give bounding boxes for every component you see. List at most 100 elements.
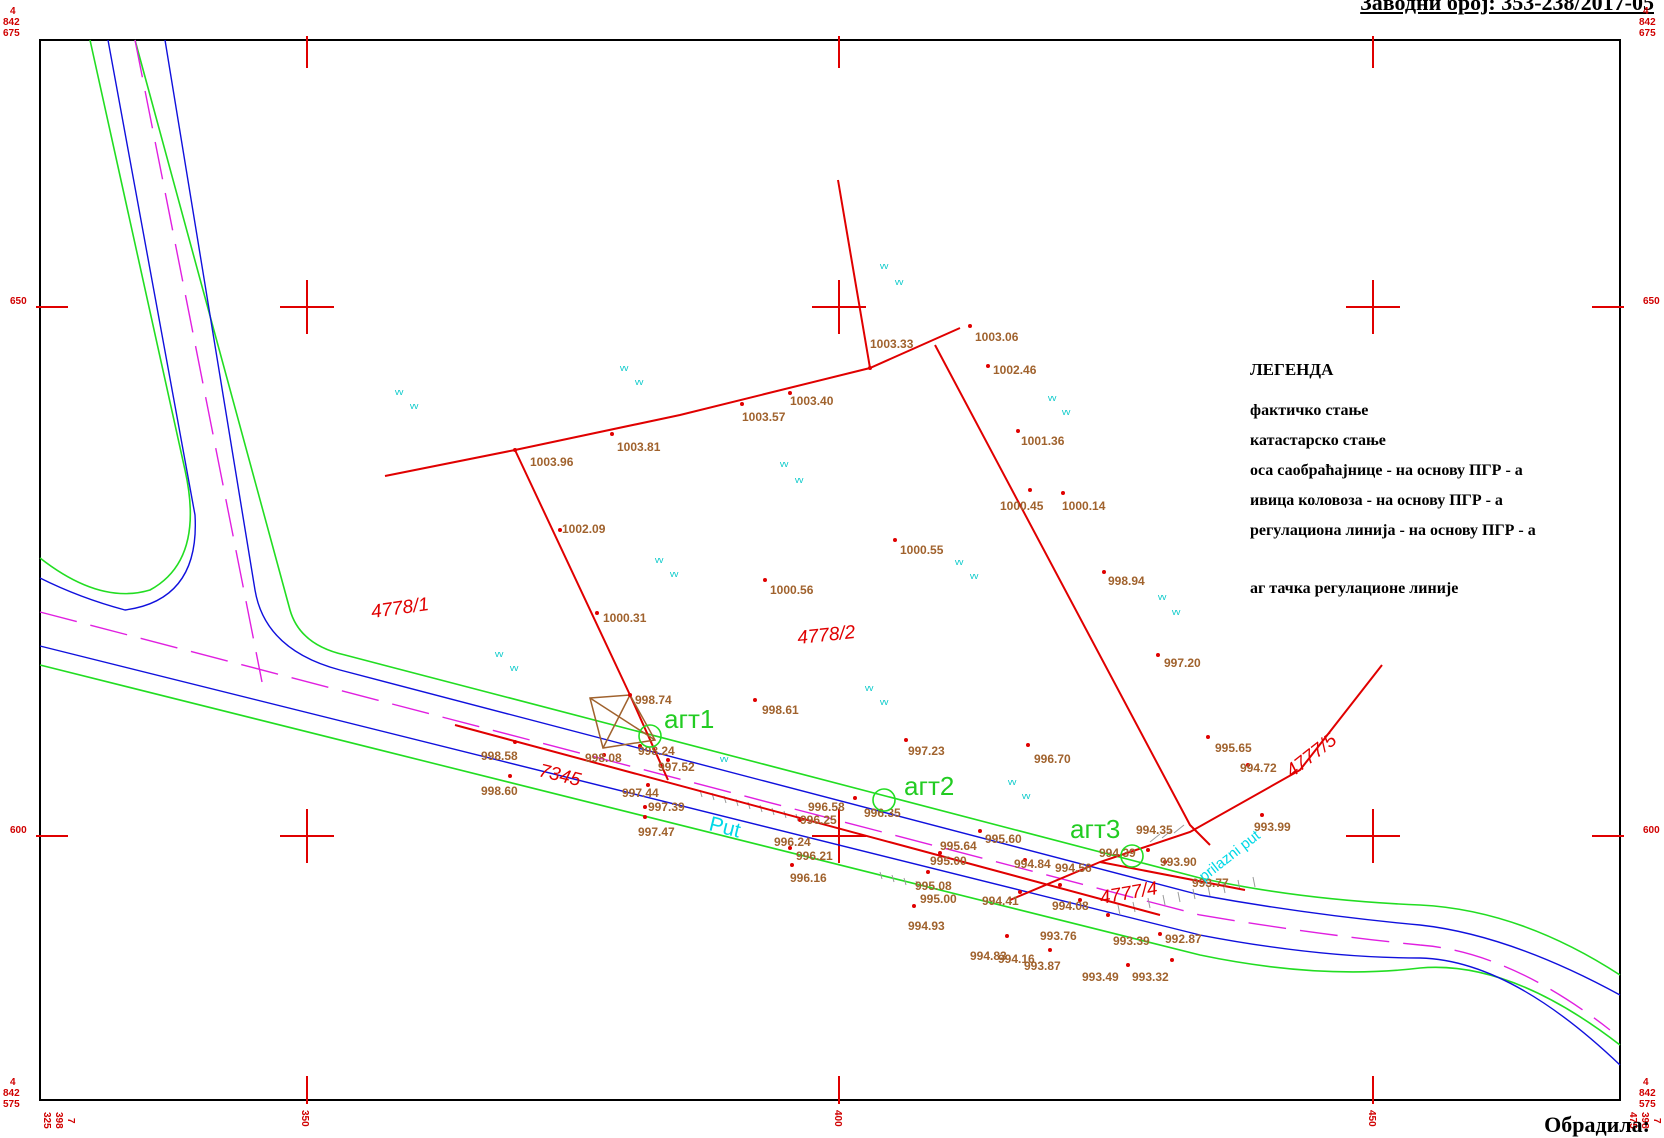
elevation-label: 1003.33 xyxy=(870,337,914,351)
elevation-label: 994.08 xyxy=(1052,899,1089,913)
elevation-labels: 1003.96 1003.81 1003.57 1003.40 1003.33 … xyxy=(481,330,1291,984)
elevation-label: 1001.36 xyxy=(1021,434,1065,448)
carriageway-edges xyxy=(39,39,1621,1066)
legend-item-cadastral: катастарско стање xyxy=(1250,432,1386,449)
map-frame xyxy=(39,39,1621,1101)
elevation-label: 994.41 xyxy=(982,894,1019,908)
coordinate-label: 400 xyxy=(832,1110,843,1127)
elevation-label: 998.61 xyxy=(762,703,799,717)
elevation-label: 1003.96 xyxy=(530,455,574,469)
elevation-label: 993.77 xyxy=(1192,876,1229,890)
coordinate-labels: 4 842 675 4 842 675 4 842 575 4 842 575 … xyxy=(3,6,1662,1129)
svg-text:ᵛᵛ: ᵛᵛ xyxy=(509,662,519,677)
elevation-label: 994.39 xyxy=(1099,846,1136,860)
road-axes xyxy=(39,39,1611,1031)
elevation-label: 997.52 xyxy=(658,760,695,774)
elevation-label: 995.08 xyxy=(915,879,952,893)
coordinate-label: 7 xyxy=(65,1118,76,1124)
coordinate-label: 4 xyxy=(10,1077,16,1088)
legend-item-axis: оса саобраћајнице - на основу ПГР - а xyxy=(1250,462,1523,479)
elevation-label: 997.47 xyxy=(638,825,675,839)
elevation-label: 996.16 xyxy=(790,871,827,885)
elevation-label: 1000.31 xyxy=(603,611,647,625)
signature-label: Обрадила: xyxy=(1544,1112,1650,1137)
svg-text:ᵛᵛ: ᵛᵛ xyxy=(1061,406,1071,421)
svg-text:ᵛᵛ: ᵛᵛ xyxy=(494,648,504,663)
elevation-label: 1000.55 xyxy=(900,543,944,557)
svg-text:ᵛᵛ: ᵛᵛ xyxy=(894,276,904,291)
frame-ticks xyxy=(36,36,1624,1104)
elevation-label: 996.24 xyxy=(774,835,811,849)
svg-text:ᵛᵛ: ᵛᵛ xyxy=(619,362,629,377)
elevation-label: 993.87 xyxy=(1024,959,1061,973)
svg-text:ᵛᵛ: ᵛᵛ xyxy=(954,556,964,571)
coordinate-label: 4 xyxy=(1643,6,1649,17)
cadastral-lines xyxy=(384,179,1383,916)
elevation-label: 994.56 xyxy=(1055,861,1092,875)
parcel-label: 4777/4 xyxy=(1098,878,1159,909)
svg-text:ᵛᵛ: ᵛᵛ xyxy=(794,474,804,489)
svg-text:ᵛᵛ: ᵛᵛ xyxy=(394,386,404,401)
elevation-dots xyxy=(508,324,1264,967)
elevation-label: 1000.14 xyxy=(1062,499,1106,513)
elevation-label: 994.83 xyxy=(970,949,1007,963)
embankment-hatch xyxy=(699,789,1256,916)
coordinate-label: 450 xyxy=(1366,1110,1377,1127)
elevation-label: 1000.56 xyxy=(770,583,814,597)
coordinate-label: 842 xyxy=(3,17,20,28)
elevation-label: 996.25 xyxy=(800,813,837,827)
legend-item-regulation: регулациона линија - на основу ПГР - а xyxy=(1250,522,1536,539)
regulation-point-label: агт1 xyxy=(664,704,714,734)
elevation-label: 995.60 xyxy=(985,832,1022,846)
svg-text:ᵛᵛ: ᵛᵛ xyxy=(1157,591,1167,606)
svg-text:ᵛᵛ: ᵛᵛ xyxy=(654,554,664,569)
elevation-label: 997.44 xyxy=(622,786,659,800)
elevation-label: 993.49 xyxy=(1082,970,1119,984)
regulation-point-markers xyxy=(638,724,1144,868)
coordinate-label: 398 xyxy=(53,1112,64,1129)
parcel-label: 4777/5 xyxy=(1282,729,1341,782)
elevation-label: 998.94 xyxy=(1108,574,1145,588)
svg-text:ᵛᵛ: ᵛᵛ xyxy=(864,682,874,697)
parcel-label: 4778/1 xyxy=(370,594,430,623)
svg-text:ᵛᵛ: ᵛᵛ xyxy=(1021,790,1031,805)
regulation-point-label: агт3 xyxy=(1070,814,1120,844)
coordinate-label: 4 xyxy=(1643,1077,1649,1088)
elevation-label: 998.60 xyxy=(481,784,518,798)
svg-text:ᵛᵛ: ᵛᵛ xyxy=(409,400,419,415)
parcel-label: 4778/2 xyxy=(796,622,856,649)
parcel-label: 7345 xyxy=(537,760,584,791)
coordinate-label: 675 xyxy=(3,28,20,39)
svg-text:ᵛᵛ: ᵛᵛ xyxy=(719,753,729,768)
coordinate-label: 842 xyxy=(1639,17,1656,28)
svg-text:ᵛᵛ: ᵛᵛ xyxy=(879,696,889,711)
regulation-point-label: агт2 xyxy=(904,771,954,801)
coordinate-label: 842 xyxy=(1639,1088,1656,1099)
coordinate-label: 650 xyxy=(1643,296,1660,307)
elevation-label: 994.72 xyxy=(1240,761,1277,775)
elevation-label: 995.00 xyxy=(920,892,957,906)
elevation-label: 998.24 xyxy=(638,744,675,758)
elevation-label: 994.84 xyxy=(1014,857,1051,871)
svg-text:ᵛᵛ: ᵛᵛ xyxy=(1047,392,1057,407)
elevation-label: 997.39 xyxy=(648,800,685,814)
svg-text:ᵛᵛ: ᵛᵛ xyxy=(634,376,644,391)
elevation-label: 996.21 xyxy=(796,849,833,863)
elevation-label: 995.64 xyxy=(940,839,977,853)
coordinate-label: 575 xyxy=(1639,1099,1656,1110)
road-label-main: Put xyxy=(707,813,743,843)
coordinate-label: 350 xyxy=(299,1110,310,1127)
reference-number: Заводни број: 353-238/2017-05 xyxy=(1360,0,1654,15)
coordinate-label: 7 xyxy=(1651,1118,1662,1124)
elevation-label: 993.32 xyxy=(1132,970,1169,984)
elevation-label: 994.35 xyxy=(1136,823,1173,837)
legend-item-carriageway: ивица коловоза - на основу ПГР - а xyxy=(1250,492,1503,509)
coordinate-label: 675 xyxy=(1639,28,1656,39)
elevation-label: 1003.40 xyxy=(790,394,834,408)
legend-item-point: аг тачка регулационе линије xyxy=(1250,580,1459,597)
elevation-label: 998.58 xyxy=(481,749,518,763)
svg-text:ᵛᵛ: ᵛᵛ xyxy=(1007,776,1017,791)
elevation-label: 992.87 xyxy=(1165,932,1202,946)
regulation-lines xyxy=(39,39,1621,1046)
